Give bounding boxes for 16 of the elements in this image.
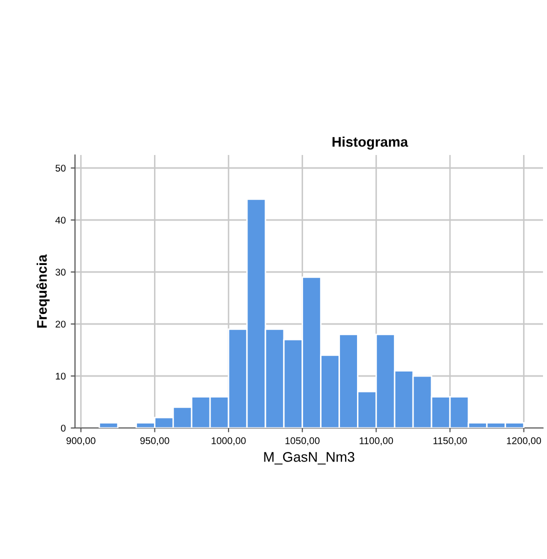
x-tick-label: 1100,00 (360, 437, 394, 446)
y-tick-label: 40 (55, 216, 66, 224)
x-tick-label: 1200,00 (506, 437, 541, 446)
chart-title: Histograma (332, 136, 408, 150)
x-tick-label: 1000,00 (212, 437, 246, 446)
x-axis-title: M_GasN_Nm3 (264, 452, 354, 464)
x-tick-label: 950,00 (140, 437, 170, 446)
x-tick-label: 1050,00 (286, 437, 320, 446)
y-axis-title: Frequência (36, 254, 50, 328)
y-tick-label: 30 (56, 268, 66, 276)
y-tick-label: 20 (56, 320, 66, 328)
x-tick-label: 900,00 (66, 437, 96, 446)
y-tick-label: 0 (60, 424, 66, 432)
x-tick-label: 1150,00 (434, 437, 467, 446)
y-tick-label: 50 (56, 164, 66, 172)
y-tick-label: 10 (56, 372, 66, 380)
